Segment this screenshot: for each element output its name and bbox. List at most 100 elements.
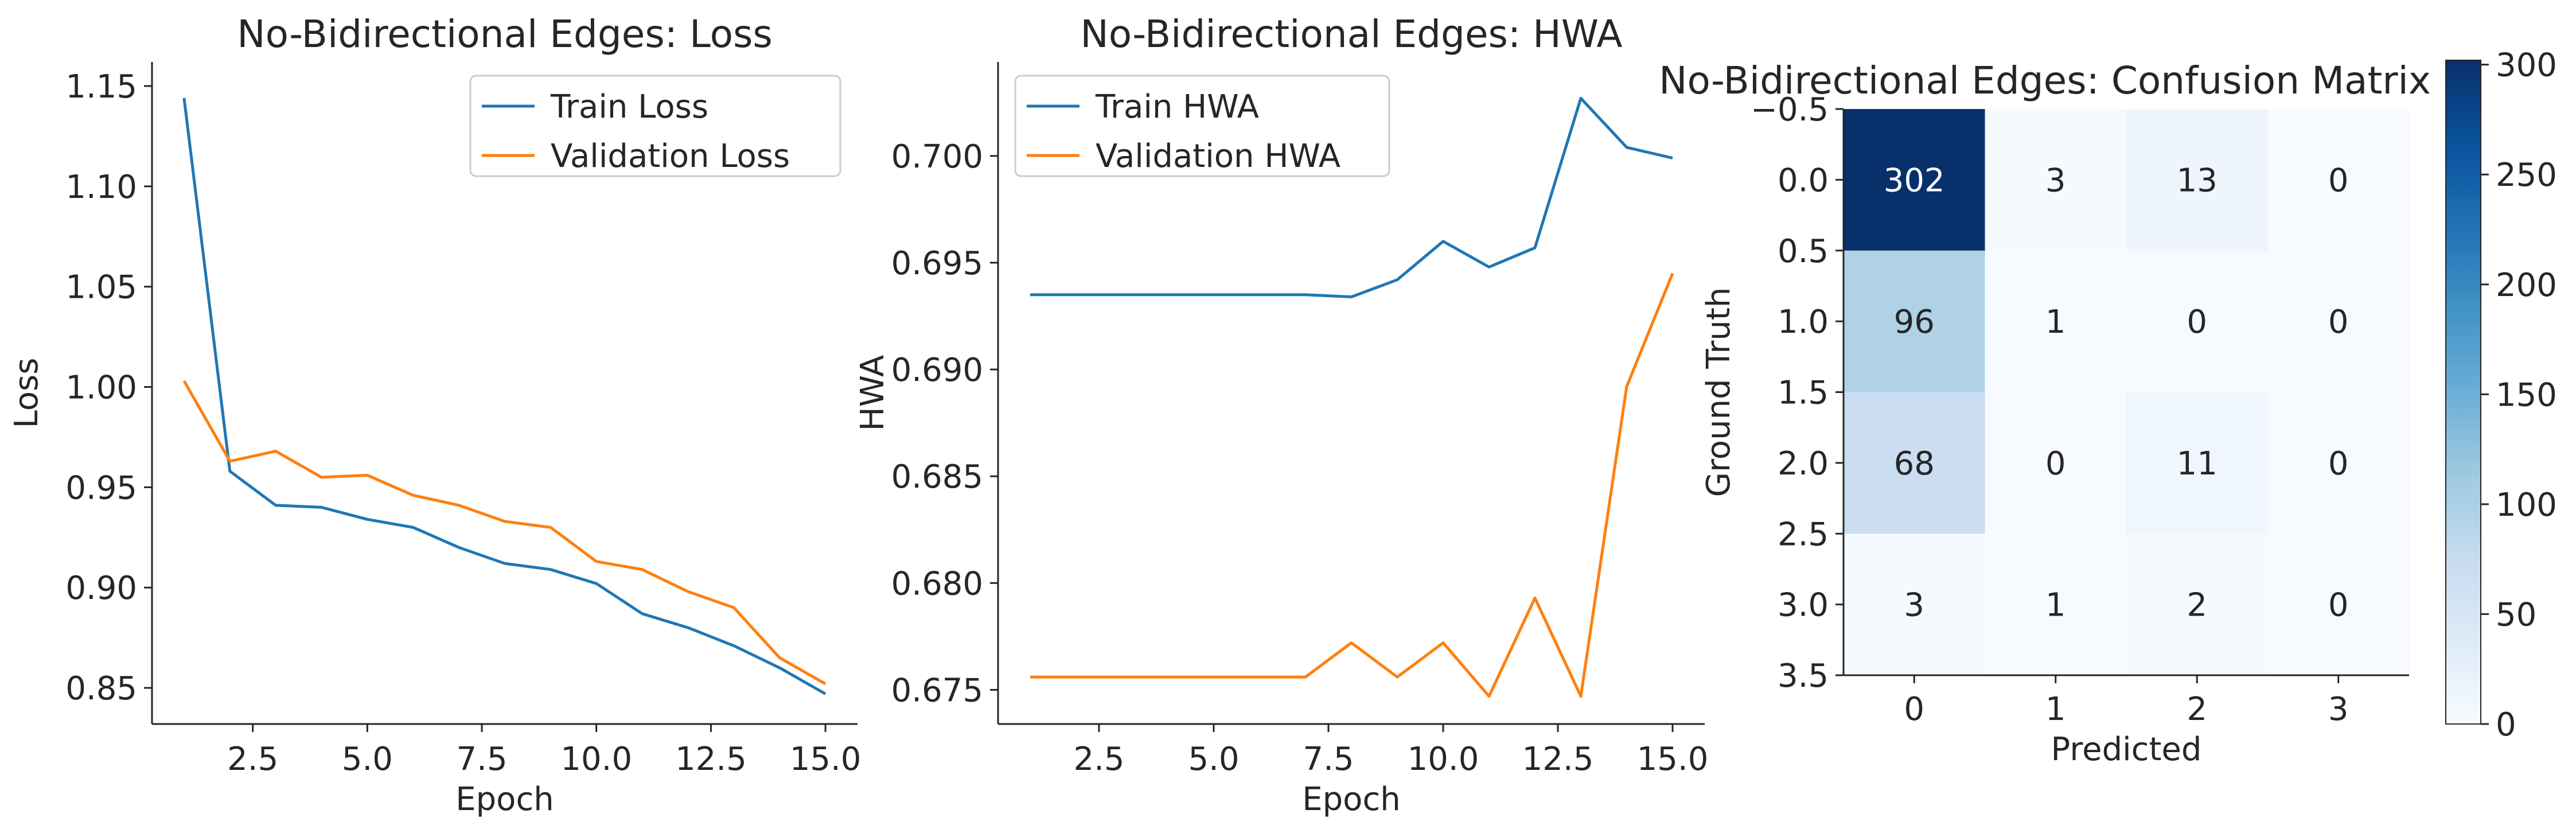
matrix-cell [2126, 392, 2268, 534]
cell-value: 0 [2045, 445, 2066, 482]
series-line-train [1030, 96, 1673, 298]
x-tick-label: 12.5 [675, 741, 747, 778]
y-tick-label: 0.690 [891, 352, 983, 389]
matrix-cell [2126, 534, 2268, 676]
cell-value: 3 [1904, 587, 1924, 624]
matrix-cell [1985, 250, 2127, 392]
x-tick-label: 2.5 [1073, 741, 1124, 778]
y-tick-label: 0.90 [65, 570, 137, 607]
y-tick-label: 1.5 [1778, 375, 1829, 412]
x-tick-label: 7.5 [457, 741, 508, 778]
series-line-train [182, 98, 827, 695]
confusion-matrix-chart: 302 3 13 096 1 0 068 0 11 03 1 2 00 1 2 3−0.50.00.51.01… [1659, 47, 2557, 768]
matrix-cell [1985, 109, 2127, 251]
chart-title: No-Bidirectional Edges: Confusion Matrix [1659, 59, 2431, 103]
x-axis-label: Predicted [2051, 731, 2202, 768]
y-tick-label: 0.695 [891, 245, 983, 282]
cell-value: 0 [2187, 303, 2207, 341]
y-axis-label: Ground Truth [1700, 287, 1737, 497]
matrix-cell [1844, 250, 1985, 392]
matrix-cell [2267, 534, 2410, 676]
y-axis-label: Loss [8, 358, 45, 429]
x-tick-label: 12.5 [1522, 741, 1594, 778]
colorbar-tick-label: 100 [2496, 486, 2557, 524]
y-tick-label: 0.95 [65, 469, 137, 507]
x-tick-label: 2.5 [227, 741, 278, 778]
x-tick-label: 0 [1904, 691, 1924, 728]
matrix-cell [2267, 250, 2410, 392]
x-tick-label: 15.0 [790, 741, 862, 778]
y-tick-label: 0.5 [1778, 233, 1829, 270]
matrix-cell [2267, 109, 2410, 251]
colorbar-tick-label: 50 [2496, 596, 2536, 633]
x-axis-label: Epoch [1302, 781, 1400, 818]
matrix-cell [2267, 392, 2410, 534]
legend-label: Train Loss [550, 88, 708, 126]
cell-value: 0 [2328, 303, 2349, 341]
matrix-cell [2126, 109, 2268, 251]
legend-label: Validation HWA [1096, 138, 1340, 175]
x-tick-label: 7.5 [1303, 741, 1354, 778]
cell-value: 11 [2177, 445, 2218, 482]
x-tick-label: 10.0 [560, 741, 632, 778]
y-tick-label: 1.00 [65, 369, 137, 407]
y-tick-label: 0.0 [1778, 162, 1829, 199]
cell-value: 0 [2328, 445, 2349, 482]
matrix-cell [1985, 534, 2127, 676]
y-tick-label: 0.700 [891, 138, 983, 176]
x-tick-label: 15.0 [1637, 741, 1709, 778]
y-tick-label: −0.5 [1751, 91, 1829, 129]
cell-value: 3 [2045, 162, 2066, 199]
y-tick-label: 0.675 [891, 672, 983, 709]
x-tick-label: 2 [2187, 691, 2207, 728]
legend-label: Train HWA [1095, 88, 1259, 126]
series-line-validation [1030, 273, 1674, 698]
matrix-cell [1985, 392, 2127, 534]
chart-title: No-Bidirectional Edges: HWA [1080, 12, 1622, 56]
cell-value: 302 [1884, 162, 1945, 199]
colorbar [2445, 60, 2481, 725]
cell-value: 68 [1894, 445, 1935, 482]
x-tick-label: 3 [2328, 691, 2349, 728]
y-tick-label: 1.05 [65, 269, 137, 306]
x-tick-label: 5.0 [342, 741, 393, 778]
loss-chart: 2.5 5.0 7.5 10.0 12.5 15.0 0.85 0.90 0.95 1.00 1.0… [8, 12, 861, 818]
x-tick-label: 1 [2045, 691, 2066, 728]
y-tick-label: 0.685 [891, 458, 983, 496]
hwa-chart: 2.5 5.0 7.5 10.0 12.5 15.0 0.675 0.680 0.685 0.69… [854, 12, 1708, 818]
cell-value: 1 [2045, 587, 2066, 624]
matrix-cell [2126, 250, 2268, 392]
legend-label: Validation Loss [551, 138, 790, 175]
y-tick-label: 2.5 [1778, 516, 1829, 553]
chart-title: No-Bidirectional Edges: Loss [237, 12, 773, 56]
matrix-cell [1844, 392, 1985, 534]
x-axis-label: Epoch [455, 781, 554, 818]
matrix-cell [1844, 109, 1985, 251]
y-tick-label: 1.0 [1778, 303, 1829, 341]
y-tick-label: 0.680 [891, 565, 983, 602]
y-tick-label: 3.0 [1778, 587, 1829, 624]
y-tick-label: 0.85 [65, 670, 137, 707]
colorbar-tick-label: 250 [2496, 157, 2557, 194]
cell-value: 13 [2177, 162, 2218, 199]
colorbar-tick-label: 150 [2496, 376, 2557, 414]
matrix-cell [1844, 534, 1985, 676]
colorbar-tick-label: 200 [2496, 267, 2557, 304]
y-tick-label: 1.10 [65, 169, 137, 206]
cell-value: 1 [2045, 303, 2066, 341]
cell-value: 2 [2187, 587, 2207, 624]
colorbar-tick-label: 300 [2496, 47, 2557, 84]
legend-box [1014, 75, 1390, 177]
series-line-validation [182, 380, 827, 686]
cell-value: 0 [2328, 162, 2349, 199]
cell-value: 96 [1894, 303, 1935, 341]
cell-value: 0 [2328, 587, 2349, 624]
x-tick-label: 10.0 [1408, 741, 1479, 778]
y-tick-label: 1.15 [65, 68, 137, 106]
x-tick-label: 5.0 [1188, 741, 1239, 778]
colorbar-tick-label: 0 [2496, 706, 2516, 744]
legend-box [469, 75, 841, 177]
y-tick-label: 2.0 [1778, 445, 1829, 482]
y-tick-label: 3.5 [1778, 657, 1829, 695]
